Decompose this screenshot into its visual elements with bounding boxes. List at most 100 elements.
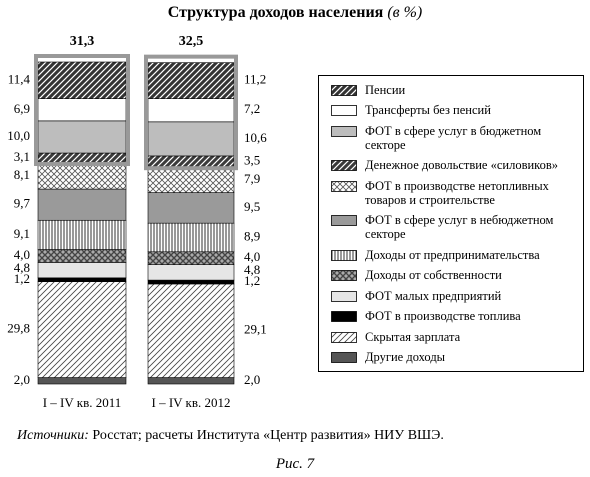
source-note: Источники: Росстат; расчеты Института «Ц… — [17, 428, 444, 444]
bracket-total: 31,3 — [70, 34, 95, 49]
bar-segment — [37, 61, 127, 99]
legend-label: Трансферты без пенсий — [365, 103, 491, 118]
bracket-total: 32,5 — [179, 34, 204, 49]
source-label: Источники: — [17, 428, 89, 443]
bracket-box — [144, 54, 238, 171]
bar-segment — [147, 62, 235, 99]
legend-swatch — [331, 180, 357, 192]
bar-segment — [37, 188, 127, 221]
bar-segment — [147, 155, 235, 168]
value-label: 11,2 — [244, 72, 266, 87]
value-label: 9,1 — [14, 226, 30, 241]
legend-item: ФОТ в сфере услуг в небюджетном секторе — [331, 213, 575, 241]
value-label: 7,2 — [244, 101, 260, 116]
bar-segment — [147, 222, 235, 253]
legend-label: ФОТ в сфере услуг в бюджетном секторе — [365, 123, 542, 152]
title-unit: (в %) — [387, 4, 422, 21]
legend-label: Пенсии — [365, 83, 406, 97]
chart-title: Структура доходов населения (в %) — [168, 4, 423, 21]
legend-label: Доходы от собственности — [365, 268, 502, 283]
value-label: 11,4 — [8, 71, 31, 86]
x-tick-label: I – IV кв. 2011 — [43, 395, 122, 410]
legend-item: ФОТ в производстве топлива — [331, 309, 575, 323]
legend-swatch — [331, 215, 357, 227]
bar-segment — [37, 377, 127, 385]
bar-segment — [147, 283, 235, 378]
legend-item: Пенсии — [331, 83, 575, 97]
legend-label: ФОТ в производстве топлива — [365, 309, 521, 324]
legend-label: Другие доходы — [365, 349, 446, 364]
figure-label: Рис. 7 — [275, 456, 315, 472]
bar-segment — [147, 264, 235, 281]
bar-segment — [37, 277, 127, 283]
bar-segment — [37, 162, 127, 190]
value-label: 6,9 — [14, 101, 30, 116]
bar-segment — [147, 121, 235, 157]
bar-segment — [37, 249, 127, 263]
legend-item: ФОТ в производстве нетопливных товаров и… — [331, 179, 575, 207]
legend-label: Доходы от предпринимательства — [365, 247, 540, 262]
legend-swatch — [331, 249, 357, 261]
value-label: 9,5 — [244, 199, 260, 214]
value-label: 8,9 — [244, 228, 260, 243]
legend-item: Денежное довольствие «силовиков» — [331, 158, 575, 172]
legend-swatch — [331, 352, 357, 363]
bar-segment — [147, 98, 235, 123]
title-main: Структура доходов населения — [168, 4, 384, 21]
bar-segment — [37, 262, 127, 279]
legend-swatch — [331, 160, 357, 172]
legend-swatch — [331, 290, 357, 302]
bar-segment — [37, 281, 127, 378]
legend-swatch — [331, 105, 357, 117]
bar-segment — [147, 279, 235, 285]
legend-label: ФОТ малых предприятий — [365, 288, 502, 303]
value-label: 10,6 — [244, 130, 267, 145]
bar-segment — [37, 98, 127, 122]
legend-item: Доходы от собственности — [331, 268, 575, 282]
legend-label: Денежное довольствие «силовиков» — [365, 158, 558, 173]
value-label: 1,2 — [244, 273, 260, 288]
value-label: 9,7 — [14, 196, 31, 211]
legend: Пенсии Трансферты без пенсий ФОТ в сфере у… — [318, 75, 584, 372]
value-label: 3,5 — [244, 153, 260, 168]
bar-segment — [147, 166, 235, 193]
legend-item: Трансферты без пенсий — [331, 103, 575, 117]
value-label: 2,0 — [244, 372, 260, 387]
value-label: 29,1 — [244, 322, 267, 337]
legend-item: ФОТ в сфере услуг в бюджетном секторе — [331, 124, 575, 152]
legend-item: Доходы от предпринимательства — [331, 248, 575, 262]
bar-segment — [147, 377, 235, 385]
value-label: 10,0 — [7, 128, 30, 143]
legend-item: Скрытая зарплата — [331, 330, 575, 344]
legend-item: Другие доходы — [331, 350, 575, 364]
value-label: 1,2 — [14, 271, 30, 286]
bar-segment — [147, 251, 235, 265]
value-label: 8,1 — [14, 167, 30, 182]
value-label: 2,0 — [14, 372, 30, 387]
legend-item: ФОТ малых предприятий — [331, 289, 575, 303]
value-label: 7,9 — [244, 171, 260, 186]
legend-label: Скрытая зарплата — [365, 329, 461, 344]
legend-swatch — [331, 311, 357, 322]
bar-segment — [37, 152, 127, 164]
legend-swatch — [331, 126, 357, 137]
legend-swatch — [331, 270, 357, 282]
value-label: 4,8 — [14, 260, 30, 275]
value-label: 29,8 — [7, 321, 30, 336]
legend-label: ФОТ в производстве нетопливных товаров и… — [365, 178, 549, 207]
value-label: 4,0 — [14, 247, 30, 262]
value-label: 4,8 — [244, 262, 260, 277]
bar-segment — [37, 219, 127, 250]
value-label: 4,0 — [244, 249, 260, 264]
bar-segment — [37, 120, 127, 154]
value-label: 3,1 — [14, 149, 30, 164]
bracket-box — [34, 54, 130, 167]
chart: Структура доходов населения (в %) 2,0 29,… — [7, 4, 423, 410]
bar-segment — [147, 192, 235, 224]
legend-swatch — [331, 331, 357, 343]
legend-swatch — [331, 85, 357, 96]
x-tick-label: I – IV кв. 2012 — [151, 395, 230, 410]
source-text: Росстат; расчеты Института «Центр развит… — [92, 428, 444, 443]
legend-label: ФОТ в сфере услуг в небюджетном секторе — [365, 213, 554, 242]
